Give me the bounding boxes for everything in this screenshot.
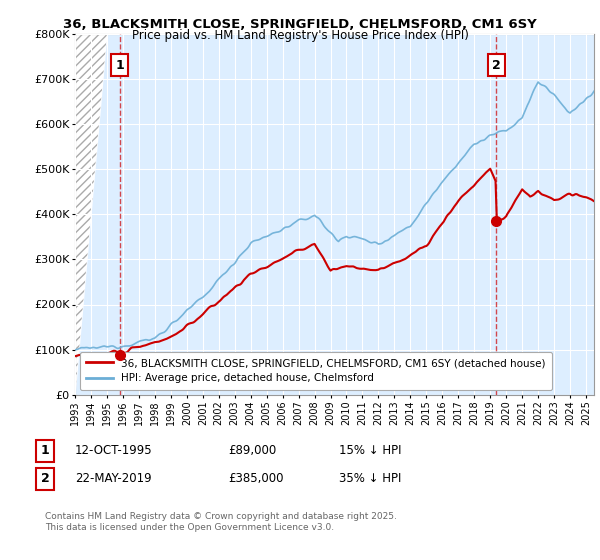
Text: 2: 2 bbox=[492, 59, 501, 72]
Text: Price paid vs. HM Land Registry's House Price Index (HPI): Price paid vs. HM Land Registry's House … bbox=[131, 29, 469, 42]
Text: Contains HM Land Registry data © Crown copyright and database right 2025.
This d: Contains HM Land Registry data © Crown c… bbox=[45, 512, 397, 532]
Text: 1: 1 bbox=[41, 444, 49, 458]
Text: 12-OCT-1995: 12-OCT-1995 bbox=[75, 444, 152, 458]
Text: 35% ↓ HPI: 35% ↓ HPI bbox=[339, 472, 401, 486]
Text: £89,000: £89,000 bbox=[228, 444, 276, 458]
Polygon shape bbox=[75, 34, 107, 395]
Text: 1: 1 bbox=[115, 59, 124, 72]
Text: 36, BLACKSMITH CLOSE, SPRINGFIELD, CHELMSFORD, CM1 6SY: 36, BLACKSMITH CLOSE, SPRINGFIELD, CHELM… bbox=[63, 18, 537, 31]
Legend: 36, BLACKSMITH CLOSE, SPRINGFIELD, CHELMSFORD, CM1 6SY (detached house), HPI: Av: 36, BLACKSMITH CLOSE, SPRINGFIELD, CHELM… bbox=[80, 352, 551, 390]
Text: 22-MAY-2019: 22-MAY-2019 bbox=[75, 472, 152, 486]
Text: 15% ↓ HPI: 15% ↓ HPI bbox=[339, 444, 401, 458]
Text: 2: 2 bbox=[41, 472, 49, 486]
Text: £385,000: £385,000 bbox=[228, 472, 284, 486]
Polygon shape bbox=[75, 34, 107, 395]
